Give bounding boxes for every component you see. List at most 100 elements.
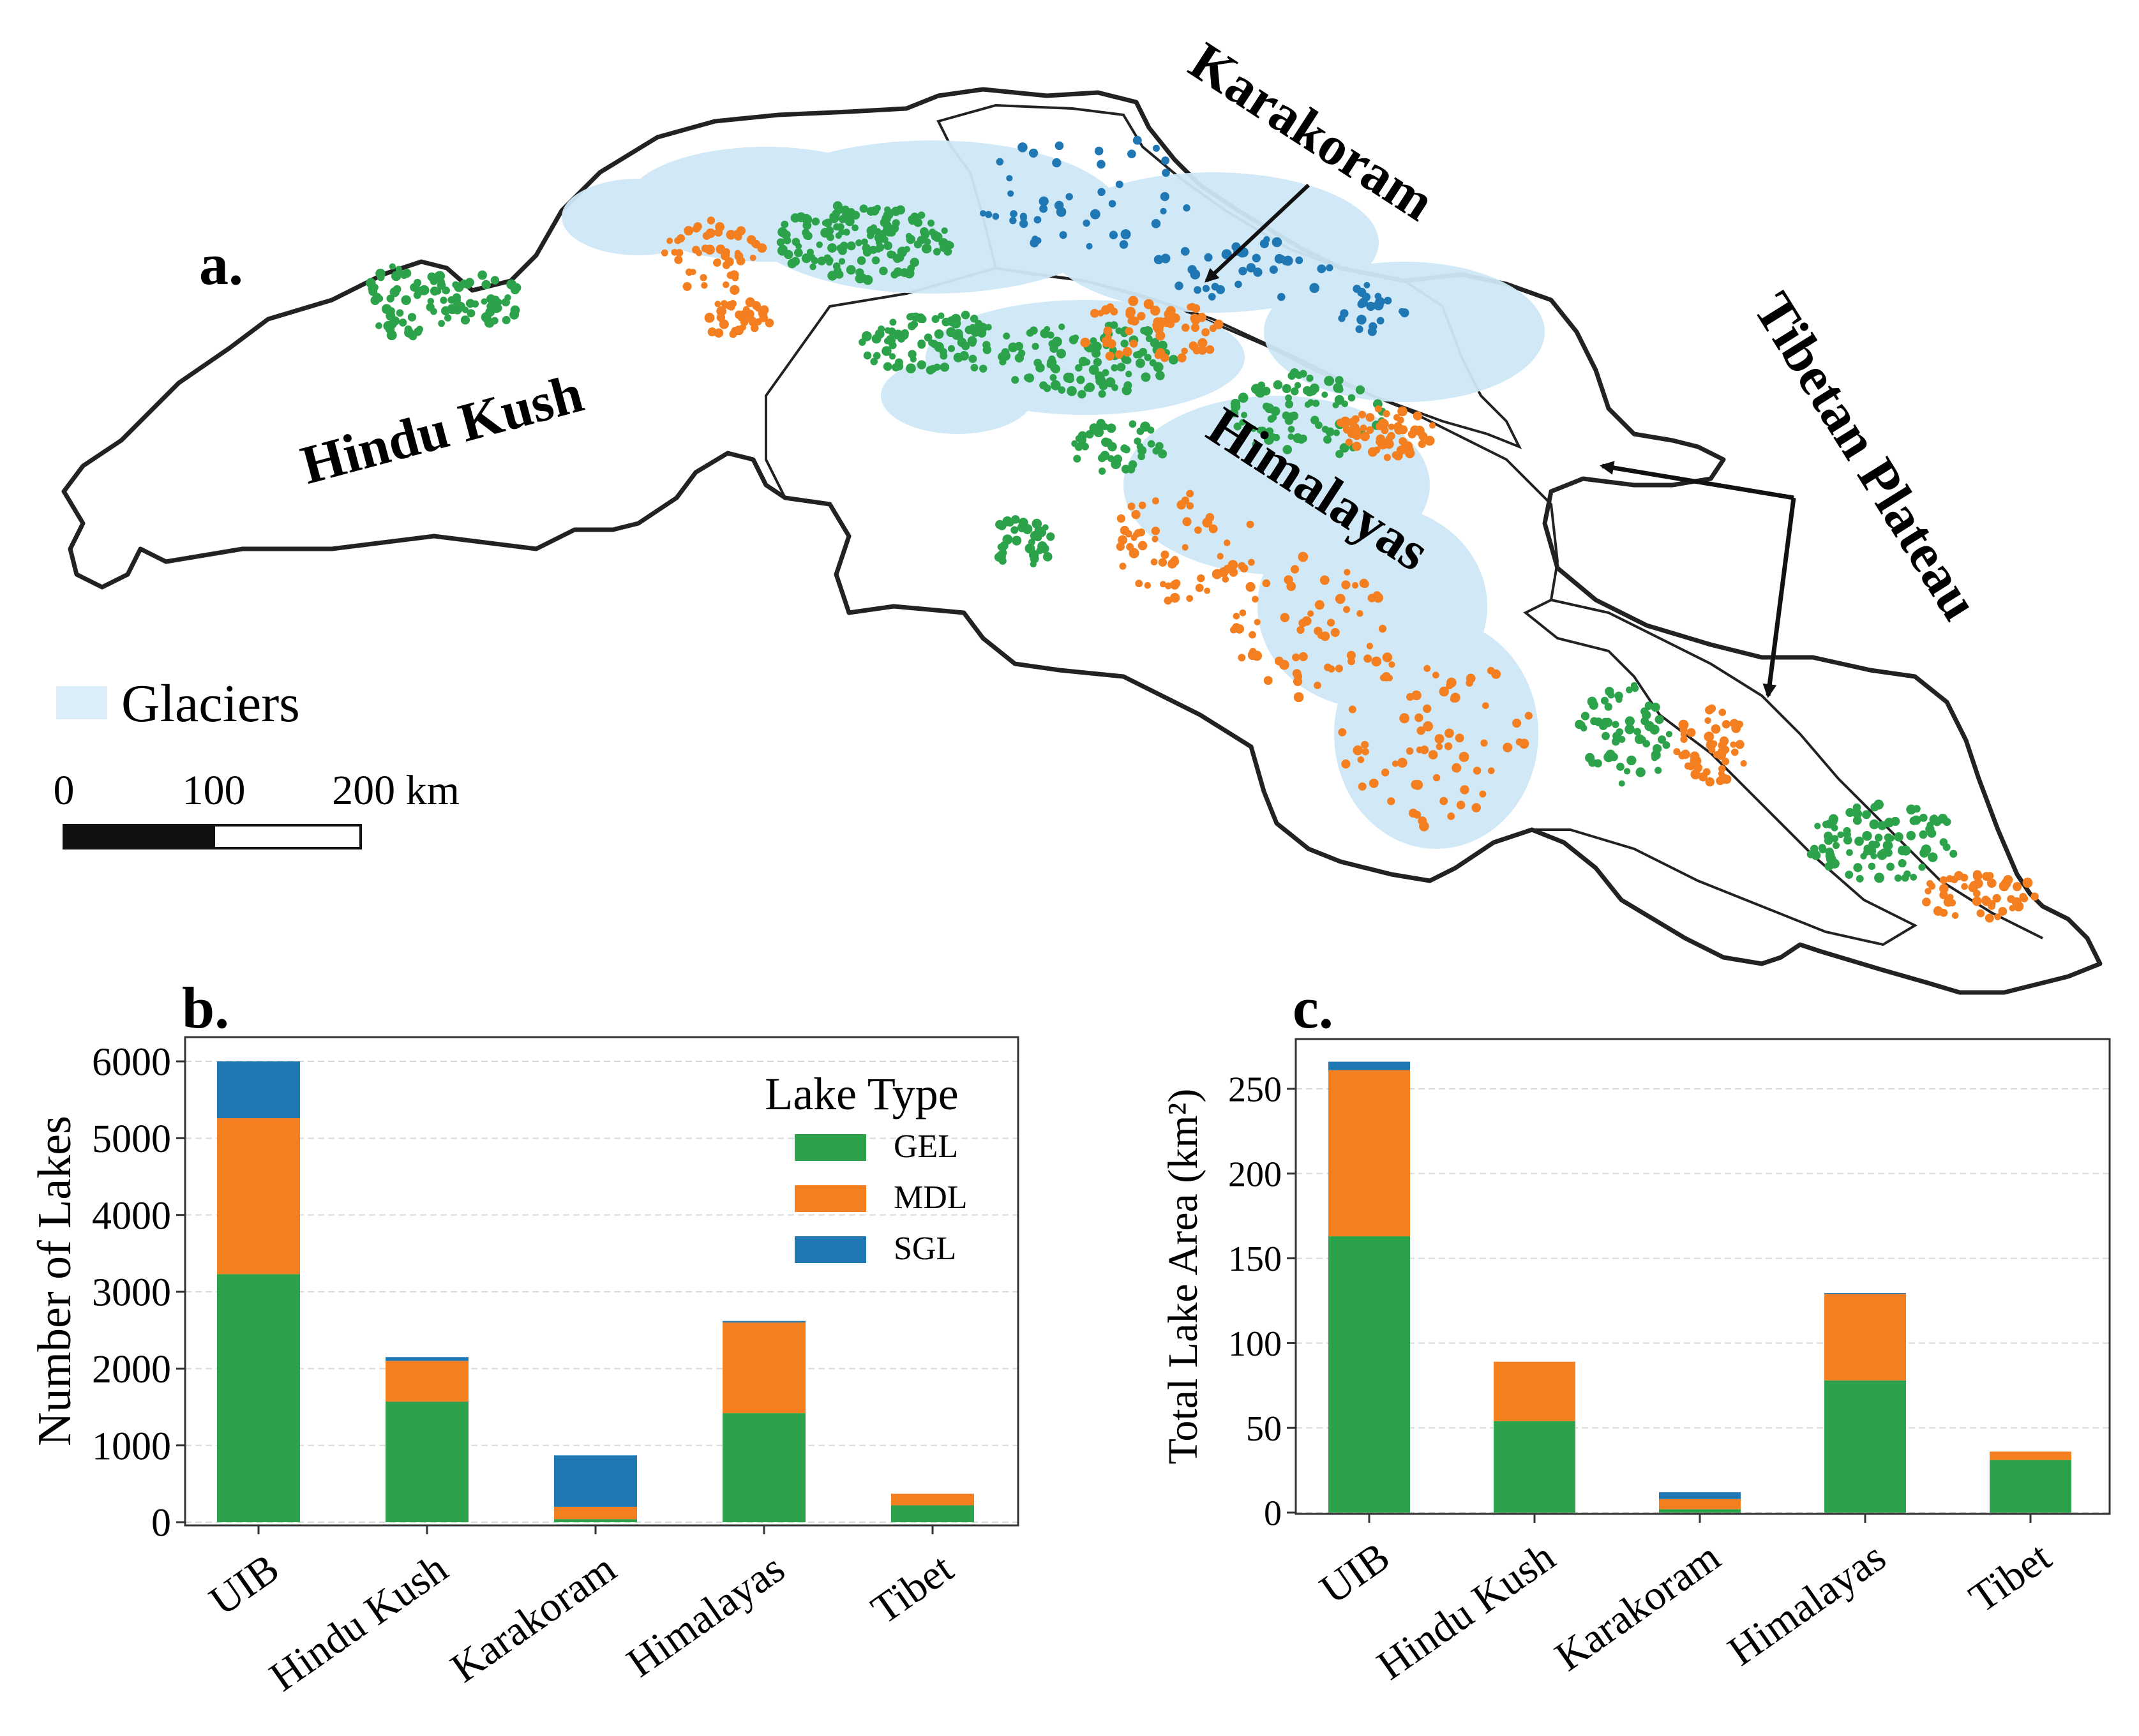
lake-dot xyxy=(941,227,948,234)
lake-dot xyxy=(1104,438,1113,447)
lake-dot xyxy=(471,300,479,308)
legend-label-sgl: SGL xyxy=(894,1231,956,1267)
lake-dot xyxy=(1125,306,1136,317)
lake-dot xyxy=(1166,306,1176,316)
lake-dot xyxy=(2012,882,2022,892)
lake-dot xyxy=(1285,394,1293,401)
lake-dot xyxy=(1341,580,1351,590)
lake-dot xyxy=(1335,376,1344,385)
lake-dot xyxy=(1238,654,1246,662)
lake-dot xyxy=(1191,304,1201,313)
lake-dot xyxy=(1284,575,1293,585)
lake-dot xyxy=(387,307,395,315)
lake-dot xyxy=(1361,580,1369,588)
lake-dot xyxy=(1042,552,1053,562)
lake-dot xyxy=(803,231,812,240)
lake-dot xyxy=(1024,373,1035,383)
lake-dot xyxy=(1107,339,1116,349)
lake-dot xyxy=(1943,897,1953,907)
lake-dot xyxy=(1135,358,1145,368)
lake-dot xyxy=(1347,430,1356,438)
lake-dot xyxy=(928,339,935,347)
lake-dot xyxy=(985,211,993,218)
tibet-boundary xyxy=(1550,599,2043,939)
lake-dot xyxy=(1651,702,1660,712)
lake-dot xyxy=(1239,609,1247,617)
lake-dot xyxy=(1376,317,1385,325)
lake-dot xyxy=(932,232,943,243)
lake-dot xyxy=(467,309,476,318)
lake-dot xyxy=(846,241,856,251)
himalayas-boundary xyxy=(765,266,1918,947)
lake-dot xyxy=(1927,828,1937,838)
lake-dot xyxy=(969,324,977,331)
lake-dot xyxy=(1919,830,1928,839)
lake-dot xyxy=(1051,344,1058,352)
lake-dot xyxy=(732,274,739,281)
lake-dot xyxy=(1638,735,1646,744)
lake-dot xyxy=(1072,334,1079,341)
lake-dot xyxy=(781,220,789,228)
lake-dot xyxy=(1180,246,1190,256)
chart-c-bars xyxy=(1328,1061,2071,1513)
lake-dot xyxy=(1273,380,1283,390)
lake-dot xyxy=(1122,385,1132,396)
lake-dot xyxy=(1229,408,1239,418)
lake-dot xyxy=(1263,236,1270,243)
lake-dot xyxy=(1049,374,1057,382)
lake-dot xyxy=(892,219,900,227)
lake-dot xyxy=(1143,326,1153,336)
lake-dot xyxy=(2030,892,2039,901)
lake-dot xyxy=(1874,834,1883,842)
lake-dot xyxy=(728,303,735,311)
scale-tick-200: 200 km xyxy=(332,767,460,814)
lake-dot xyxy=(1098,467,1106,475)
lake-dot xyxy=(1292,653,1300,662)
x-tick-label: Hindu Kush xyxy=(262,1545,456,1701)
lake-dot xyxy=(430,277,438,285)
lake-dot xyxy=(1092,341,1102,352)
lake-dot xyxy=(1436,743,1443,751)
lake-dot xyxy=(940,363,950,372)
lake-dot xyxy=(1152,447,1160,455)
lake-dot xyxy=(940,352,948,360)
bar-sgl-karakoram xyxy=(1659,1492,1741,1499)
lake-dot xyxy=(1335,664,1343,673)
lake-dot xyxy=(375,268,386,279)
lake-dot xyxy=(1939,838,1948,846)
lake-dot xyxy=(889,318,897,326)
lake-dot xyxy=(1845,807,1855,818)
lake-dot xyxy=(1097,310,1104,317)
lake-dot xyxy=(1419,821,1429,832)
lake-dot xyxy=(742,313,749,322)
bar-mdl-tibet xyxy=(891,1493,974,1506)
lake-dot xyxy=(1239,419,1246,426)
lake-dot xyxy=(1190,313,1199,323)
lake-dot xyxy=(1680,735,1688,744)
lake-dot xyxy=(493,303,502,313)
lake-dot xyxy=(1252,253,1261,263)
lake-dot xyxy=(833,211,840,218)
lake-dot xyxy=(1925,888,1932,895)
bar-gel-hindu-kush xyxy=(1494,1421,1575,1513)
lake-dot xyxy=(1459,751,1469,762)
lake-dot xyxy=(906,234,916,244)
lake-dot xyxy=(1886,862,1895,871)
lake-dot xyxy=(707,216,716,225)
lake-dot xyxy=(1853,863,1863,872)
lake-dot xyxy=(1718,774,1729,784)
lake-dot xyxy=(1854,836,1864,846)
lake-dot xyxy=(844,216,855,227)
lake-dot xyxy=(1360,424,1367,431)
lake-dot xyxy=(816,241,823,248)
lake-dot xyxy=(1167,559,1177,569)
lake-dot xyxy=(490,276,500,285)
lake-dot xyxy=(2022,878,2033,888)
lake-dot xyxy=(1818,844,1826,852)
lake-dot xyxy=(1831,835,1839,842)
lake-dot xyxy=(1204,253,1213,262)
lake-dot xyxy=(1347,394,1356,402)
lake-dot xyxy=(1119,240,1129,249)
lake-dot xyxy=(1972,896,1982,906)
